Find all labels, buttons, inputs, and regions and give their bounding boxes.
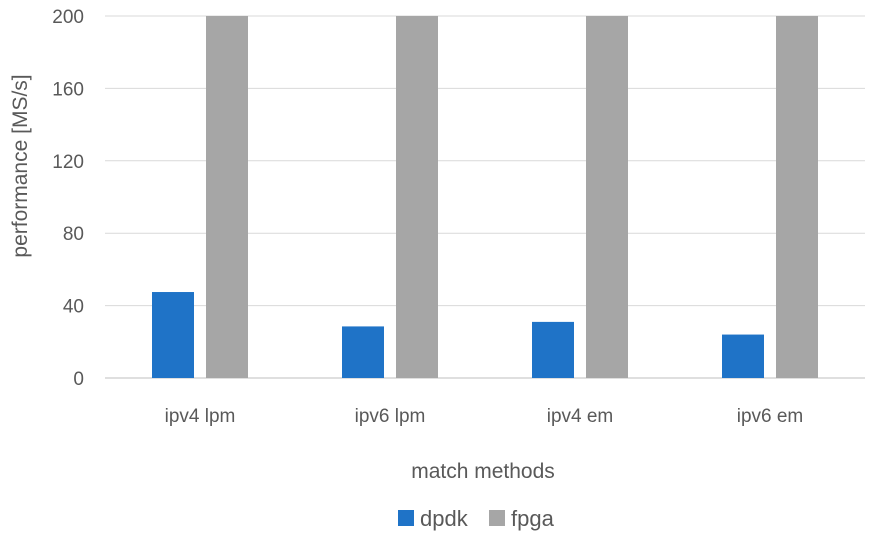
x-axis-title: match methods bbox=[411, 460, 555, 483]
x-tick-label: ipv4 lpm bbox=[165, 406, 236, 427]
y-tick-label: 160 bbox=[52, 79, 84, 100]
legend: dpdk fpga bbox=[398, 506, 555, 531]
y-tick-labels: 0 40 80 120 160 200 bbox=[52, 7, 84, 390]
x-tick-label: ipv4 em bbox=[547, 406, 614, 427]
bar-fpga bbox=[776, 16, 818, 378]
legend-swatch-dpdk bbox=[398, 510, 414, 526]
y-tick-label: 40 bbox=[63, 297, 84, 318]
y-tick-label: 120 bbox=[52, 152, 84, 173]
bar-fpga bbox=[586, 16, 628, 378]
x-tick-labels: ipv4 lpm ipv6 lpm ipv4 em ipv6 em bbox=[165, 406, 804, 427]
bar-dpdk bbox=[722, 334, 764, 378]
bar-dpdk bbox=[152, 292, 194, 378]
x-tick-label: ipv6 em bbox=[737, 406, 804, 427]
bar-fpga bbox=[206, 16, 248, 378]
y-axis-title: performance [MS/s] bbox=[9, 74, 32, 257]
bar-fpga bbox=[396, 16, 438, 378]
bar-dpdk bbox=[342, 326, 384, 378]
x-tick-label: ipv6 lpm bbox=[355, 406, 426, 427]
bars bbox=[152, 16, 818, 378]
legend-label-dpdk: dpdk bbox=[420, 506, 469, 531]
bar-dpdk bbox=[532, 321, 574, 378]
legend-swatch-fpga bbox=[489, 510, 505, 526]
y-tick-label: 80 bbox=[63, 224, 84, 245]
y-tick-label: 0 bbox=[73, 369, 84, 390]
y-tick-label: 200 bbox=[52, 7, 84, 28]
legend-label-fpga: fpga bbox=[511, 506, 555, 531]
